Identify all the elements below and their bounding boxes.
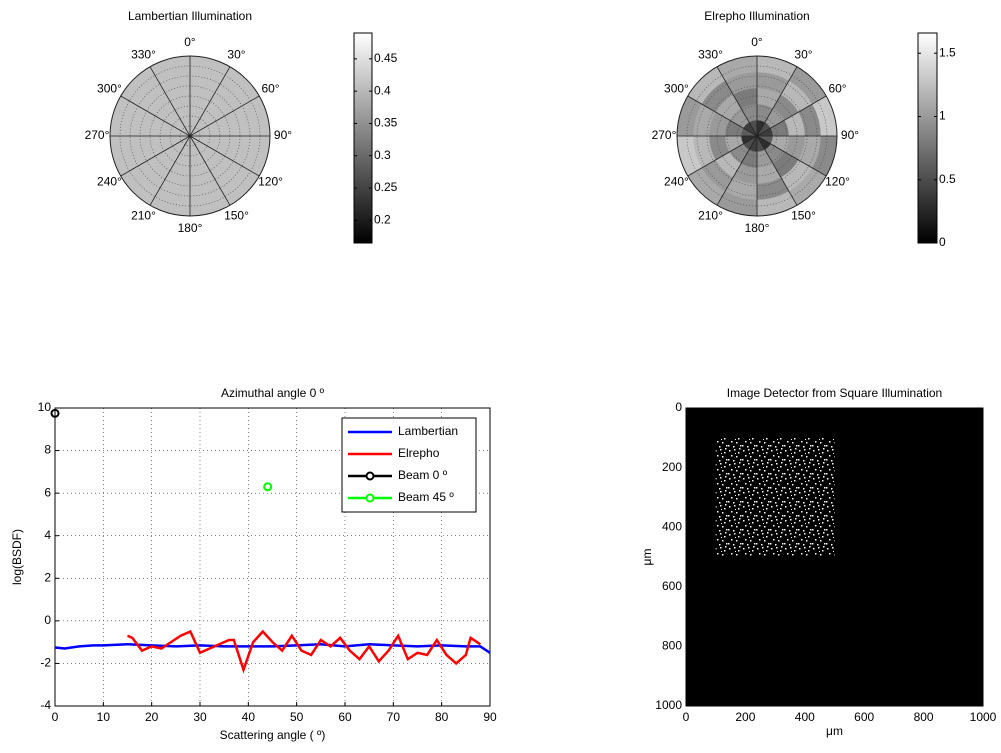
y-tick-label: 8 — [44, 443, 51, 457]
chart-title: Azimuthal angle 0 º — [221, 386, 325, 400]
y-tick-label: 200 — [662, 460, 682, 474]
theta-tick-label: 120° — [258, 175, 283, 189]
y-axis-label: log(BSDF) — [10, 529, 24, 585]
x-tick-label: 20 — [145, 710, 159, 724]
x-tick-label: 600 — [854, 710, 874, 724]
colorbar-tick-label: 0.5 — [939, 172, 956, 186]
x-axis-label: Scattering angle ( º) — [220, 728, 326, 742]
colorbar-tick-label: 0 — [939, 235, 946, 249]
y-tick-label: 800 — [662, 639, 682, 653]
theta-tick-label: 330° — [131, 48, 156, 62]
chart-title: Lambertian Illumination — [128, 9, 252, 23]
theta-tick-label: 120° — [825, 175, 850, 189]
y-tick-label: 0 — [675, 400, 682, 414]
legend-label: Elrepho — [398, 446, 440, 460]
theta-tick-label: 180° — [745, 221, 770, 235]
y-axis-label: μm — [640, 549, 654, 566]
theta-tick-label: 180° — [178, 221, 203, 235]
legend-marker — [367, 495, 374, 502]
theta-tick-label: 60° — [261, 82, 279, 96]
x-tick-label: 50 — [290, 710, 304, 724]
theta-tick-label: 0° — [751, 35, 763, 49]
colorbar-tick-label: 1 — [939, 109, 946, 123]
theta-tick-label: 30° — [794, 48, 812, 62]
y-tick-label: 10 — [38, 400, 52, 414]
legend-label: Lambertian — [398, 424, 458, 438]
x-tick-label: 80 — [435, 710, 449, 724]
colorbar-tick-label: 1.5 — [939, 45, 956, 59]
colorbar-tick-label: 0.25 — [374, 180, 398, 194]
x-tick-label: 30 — [193, 710, 207, 724]
theta-tick-label: 30° — [227, 48, 245, 62]
theta-tick-label: 270° — [85, 128, 110, 142]
x-tick-label: 800 — [914, 710, 934, 724]
colorbar-tick-label: 0.2 — [374, 213, 391, 227]
x-tick-label: 90 — [483, 710, 497, 724]
theta-tick-label: 270° — [652, 128, 677, 142]
colorbar-tick-label: 0.3 — [374, 148, 391, 162]
theta-tick-label: 0° — [184, 35, 196, 49]
colorbar — [354, 33, 372, 243]
colorbar-tick-label: 0.35 — [374, 116, 398, 130]
x-tick-label: 200 — [735, 710, 755, 724]
y-tick-label: 400 — [662, 519, 682, 533]
bright-region — [716, 438, 835, 557]
x-tick-label: 400 — [795, 710, 815, 724]
theta-tick-label: 330° — [698, 48, 723, 62]
theta-tick-label: 300° — [97, 82, 122, 96]
y-tick-label: -4 — [40, 698, 51, 712]
chart-title: Image Detector from Square Illumination — [727, 386, 942, 400]
x-tick-label: 0 — [683, 710, 690, 724]
theta-tick-label: 150° — [224, 209, 249, 223]
colorbar — [918, 33, 937, 243]
y-tick-label: 600 — [662, 579, 682, 593]
x-axis-label: μm — [826, 724, 843, 738]
legend-marker — [367, 473, 374, 480]
y-tick-label: 6 — [44, 485, 51, 499]
y-tick-label: 0 — [44, 613, 51, 627]
theta-tick-label: 210° — [698, 209, 723, 223]
theta-tick-label: 60° — [828, 82, 846, 96]
colorbar-tick-label: 0.4 — [374, 83, 391, 97]
x-tick-label: 60 — [338, 710, 352, 724]
x-tick-label: 0 — [52, 710, 59, 724]
x-tick-label: 70 — [387, 710, 401, 724]
theta-tick-label: 90° — [274, 128, 292, 142]
theta-tick-label: 240° — [97, 175, 122, 189]
x-tick-label: 40 — [242, 710, 256, 724]
x-tick-label: 1000 — [970, 710, 997, 724]
chart-title: Elrepho Illumination — [704, 9, 809, 23]
y-tick-label: -2 — [40, 656, 51, 670]
x-tick-label: 10 — [97, 710, 111, 724]
legend-label: Beam 0 º — [398, 468, 448, 482]
theta-tick-label: 150° — [791, 209, 816, 223]
y-tick-label: 1000 — [655, 698, 682, 712]
y-tick-label: 4 — [44, 528, 51, 542]
figure: Lambertian Illumination0°30°60°90°120°15… — [0, 0, 1001, 753]
theta-tick-label: 210° — [131, 209, 156, 223]
colorbar-tick-label: 0.45 — [374, 51, 398, 65]
y-tick-label: 2 — [44, 570, 51, 584]
theta-tick-label: 90° — [841, 128, 859, 142]
theta-tick-label: 300° — [664, 82, 689, 96]
legend-label: Beam 45 º — [398, 490, 454, 504]
theta-tick-label: 240° — [664, 175, 689, 189]
